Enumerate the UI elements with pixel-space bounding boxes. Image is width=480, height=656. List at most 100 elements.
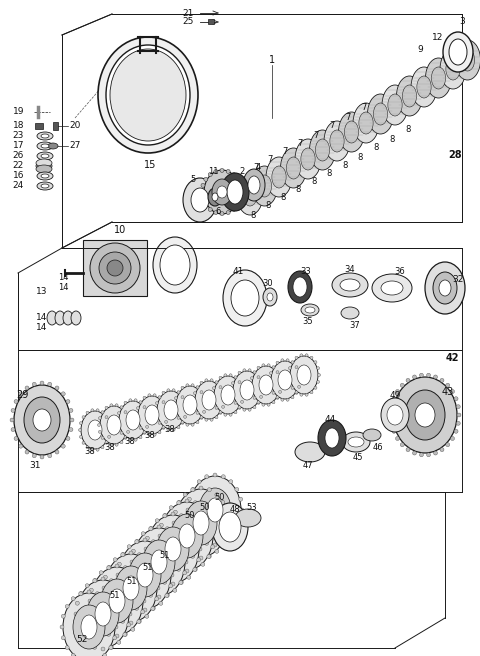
Circle shape [248,369,251,372]
Circle shape [61,614,65,618]
Circle shape [61,636,65,640]
Circle shape [120,432,123,434]
Circle shape [137,579,141,583]
Circle shape [451,436,455,441]
Circle shape [131,571,135,575]
Circle shape [149,593,153,597]
Circle shape [295,365,298,369]
Ellipse shape [411,67,437,107]
Circle shape [113,614,117,618]
Circle shape [89,610,93,614]
Ellipse shape [115,566,147,610]
Circle shape [200,416,203,419]
Circle shape [207,487,211,492]
Circle shape [141,588,145,592]
Circle shape [193,567,197,571]
Ellipse shape [223,270,267,326]
Ellipse shape [55,311,65,325]
Circle shape [134,438,137,441]
Circle shape [238,371,241,374]
Circle shape [107,565,111,569]
Circle shape [163,514,167,518]
Text: 32: 32 [452,276,464,285]
Circle shape [162,401,165,403]
Circle shape [288,367,291,370]
Circle shape [181,421,184,424]
Circle shape [48,454,52,458]
Circle shape [40,381,44,385]
Circle shape [193,567,197,571]
Circle shape [199,556,203,560]
Circle shape [141,531,145,536]
Ellipse shape [259,375,273,395]
Text: 21: 21 [182,9,194,18]
Circle shape [261,388,264,392]
Ellipse shape [235,509,261,527]
Circle shape [310,391,313,394]
Circle shape [135,581,139,584]
Circle shape [193,392,196,395]
Circle shape [224,374,227,377]
Circle shape [215,380,218,384]
Circle shape [239,197,243,201]
Ellipse shape [332,273,368,297]
Circle shape [127,544,131,548]
Circle shape [117,419,120,422]
Circle shape [238,406,241,409]
Ellipse shape [425,262,465,314]
Circle shape [162,391,165,394]
Ellipse shape [305,307,315,313]
Text: 14: 14 [36,314,48,323]
Text: 8: 8 [250,211,256,220]
Circle shape [231,396,234,398]
Circle shape [14,436,18,440]
Circle shape [250,384,252,386]
Text: 38: 38 [125,438,135,447]
Circle shape [139,401,142,403]
Circle shape [105,416,108,419]
Ellipse shape [221,385,235,405]
Ellipse shape [185,501,217,545]
Circle shape [219,376,222,379]
Ellipse shape [439,280,451,296]
Circle shape [127,601,131,605]
Circle shape [128,424,131,426]
Circle shape [108,436,110,438]
Circle shape [262,364,265,367]
Ellipse shape [432,67,445,89]
Ellipse shape [393,377,457,453]
Circle shape [212,394,215,396]
Circle shape [117,640,121,644]
Ellipse shape [272,166,286,188]
Circle shape [221,475,225,479]
Circle shape [55,450,59,454]
Ellipse shape [100,406,128,444]
Circle shape [171,582,175,586]
Ellipse shape [183,178,217,222]
Circle shape [19,392,23,396]
Ellipse shape [325,428,339,448]
Ellipse shape [449,39,467,65]
Circle shape [193,526,197,531]
Circle shape [127,417,130,420]
Circle shape [390,421,394,425]
Circle shape [145,412,149,415]
Ellipse shape [372,274,412,302]
Circle shape [253,371,256,374]
Circle shape [143,432,146,434]
Bar [83,240,147,296]
Circle shape [65,646,69,649]
Circle shape [103,597,108,601]
Circle shape [70,418,74,422]
Circle shape [243,369,246,372]
Circle shape [240,400,243,403]
Circle shape [238,380,241,384]
Circle shape [151,607,155,611]
Ellipse shape [41,184,49,188]
Circle shape [295,391,298,394]
Circle shape [187,575,191,579]
Circle shape [240,386,243,390]
Ellipse shape [388,94,402,116]
Ellipse shape [324,121,350,161]
Ellipse shape [77,580,129,648]
